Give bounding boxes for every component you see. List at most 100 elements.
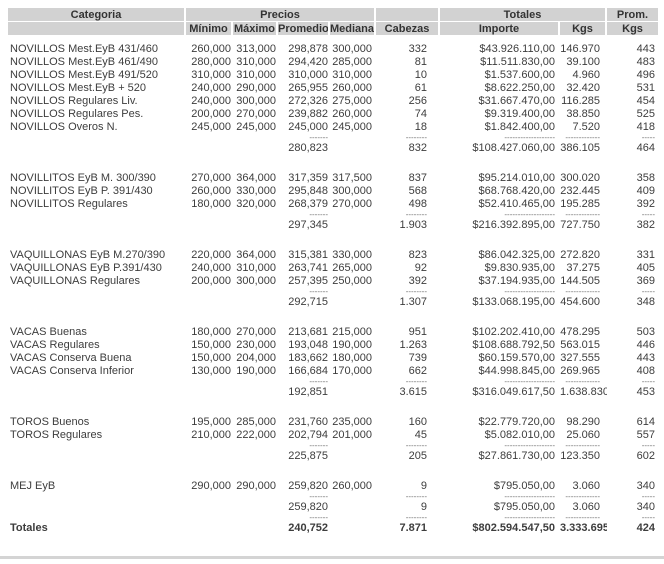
cell-importe: $9.319.400,00 [484, 108, 555, 120]
cell-cabezas: 1.307 [399, 296, 427, 308]
header-promedio: Promedio [278, 22, 330, 36]
table-row: VAQUILLONAS EyB P.391/430 240,000 310,000 2… [8, 262, 660, 275]
header-prom: Prom. [607, 8, 661, 22]
cell-category: NOVILLOS Mest.EyB 461/490 [10, 56, 158, 68]
cell-category: TOROS Regulares [10, 429, 103, 441]
cell-prom-kgs: ----- [641, 378, 656, 386]
subtotal-separator: ------- -------- ------------------- ------… [8, 514, 660, 522]
cell-promedio: 280,823 [288, 142, 328, 154]
cell-kgs: 123.350 [560, 450, 601, 462]
cell-importe: $5.082.010,00 [484, 429, 555, 441]
cell-maximo [233, 134, 278, 142]
cell-maximo [233, 501, 278, 514]
cell-mediana [330, 288, 376, 296]
cell-category [8, 142, 186, 155]
cell-maximo: 310,000 [236, 262, 276, 274]
cell-mediana: 260,000 [332, 82, 372, 94]
table-row: VACAS Conserva Buena 150,000 204,000 183,66… [8, 352, 660, 365]
cell-cabezas: 662 [408, 365, 427, 377]
cell-minimo [186, 386, 233, 399]
header-mediana: Mediana [330, 22, 376, 36]
cell-importe: $86.042.325,00 [478, 249, 555, 261]
cell-prom-kgs: 369 [636, 275, 656, 287]
cell-promedio: 213,681 [288, 326, 328, 338]
cell-prom-kgs: 531 [636, 82, 656, 94]
cell-minimo: 200,000 [191, 275, 231, 287]
cell-prom-kgs: 525 [636, 108, 656, 120]
cell-kgs: 144.505 [560, 275, 601, 287]
cell-importe: $102.202.410,00 [472, 326, 555, 338]
subtotal-separator: ------- -------- ------------------- ------… [8, 211, 660, 219]
cell-category: VAQUILLONAS EyB M.270/390 [10, 249, 166, 261]
cell-cabezas: -------- [405, 493, 427, 501]
cell-category [8, 463, 186, 480]
cell-promedio: 240,752 [288, 522, 328, 534]
cell-maximo: 222,000 [236, 429, 276, 441]
cell-cabezas: -------- [405, 378, 427, 386]
cell-promedio: 298,878 [288, 43, 328, 55]
cell-prom-kgs: ----- [641, 514, 656, 522]
cell-minimo: 270,000 [191, 172, 231, 184]
cell-promedio: 202,794 [288, 429, 328, 441]
cell-kgs: 7.520 [572, 121, 601, 133]
cell-maximo: 270,000 [236, 326, 276, 338]
cell-prom-kgs: ----- [641, 211, 656, 219]
table-row: MEJ EyB 290,000 290,000 259,820 260,000 9 $795… [8, 480, 660, 493]
subtotal-row: 192,851 3.615 $316.049.617,50 1.638.830 453 [8, 386, 660, 399]
cell-minimo [186, 522, 233, 535]
cell-minimo [186, 442, 233, 450]
cell-category [8, 399, 186, 416]
table-row: NOVILLOS Mest.EyB 491/520 310,000 310,000 3… [8, 69, 660, 82]
cell-cabezas: 160 [408, 416, 427, 428]
bottom-border [0, 556, 664, 559]
cell-kgs: 454.600 [560, 296, 601, 308]
livestock-price-report-table: Categoria Precios Totales Prom. Mínimo M… [8, 8, 661, 535]
cell-minimo [186, 378, 233, 386]
cell-promedio: ------- [309, 378, 328, 386]
cell-promedio: 315,381 [288, 249, 328, 261]
cell-maximo: 364,000 [236, 249, 276, 261]
cell-cabezas: 256 [408, 95, 427, 107]
table-row: NOVILLOS Mest.EyB + 520 240,000 290,000 265… [8, 82, 660, 95]
header-cabezas: Cabezas [376, 22, 440, 36]
cell-cabezas: 1.903 [399, 219, 427, 231]
cell-promedio: ------- [309, 211, 328, 219]
group-gap-row [8, 309, 660, 326]
cell-mediana: 170,000 [332, 365, 372, 377]
cell-category: NOVILLOS Regulares Pes. [10, 108, 144, 120]
cell-category: TOROS Buenos [10, 416, 90, 428]
cell-cabezas: 568 [408, 185, 427, 197]
cell-maximo [233, 378, 278, 386]
subtotal-row: 280,823 832 $108.427.060,00 386.105 464 [8, 142, 660, 155]
cell-maximo: 290,000 [236, 480, 276, 492]
cell-maximo: 330,000 [236, 185, 276, 197]
cell-cabezas: 45 [414, 429, 427, 441]
table-row: NOVILLITOS Regulares 180,000 320,000 268,37… [8, 198, 660, 211]
subtotal-row: 297,345 1.903 $216.392.895,00 727.750 382 [8, 219, 660, 232]
cell-category: NOVILLOS Mest.EyB 431/460 [10, 43, 158, 55]
table-row: NOVILLOS Regulares Liv. 240,000 300,000 272… [8, 95, 660, 108]
cell-promedio: ------- [309, 288, 328, 296]
cell-prom-kgs: 409 [636, 185, 656, 197]
table-row: TOROS Regulares 210,000 222,000 202,794 201,… [8, 429, 660, 442]
group-gap-row [8, 399, 660, 416]
cell-prom-kgs: ----- [641, 493, 656, 501]
cell-prom-kgs: ----- [641, 442, 656, 450]
cell-kgs: ------------- [565, 378, 601, 386]
cell-promedio: 257,395 [288, 275, 328, 287]
cell-kgs: 146.970 [560, 43, 601, 55]
cell-prom-kgs: 453 [636, 386, 656, 398]
cell-mediana [330, 211, 376, 219]
subtotal-separator: ------- -------- ------------------- ------… [8, 442, 660, 450]
cell-importe: $37.194.935,00 [478, 275, 555, 287]
cell-promedio: 259,820 [288, 501, 328, 513]
header-empty-cell [376, 8, 440, 22]
cell-minimo [186, 450, 233, 463]
cell-minimo: 200,000 [191, 108, 231, 120]
cell-cabezas: 81 [414, 56, 427, 68]
cell-importe: ------------------- [504, 514, 555, 522]
cell-mediana: 215,000 [332, 326, 372, 338]
cell-category: VAQUILLONAS Regulares [10, 275, 141, 287]
header-minimo: Mínimo [186, 22, 233, 36]
cell-kgs: 300.020 [560, 172, 601, 184]
